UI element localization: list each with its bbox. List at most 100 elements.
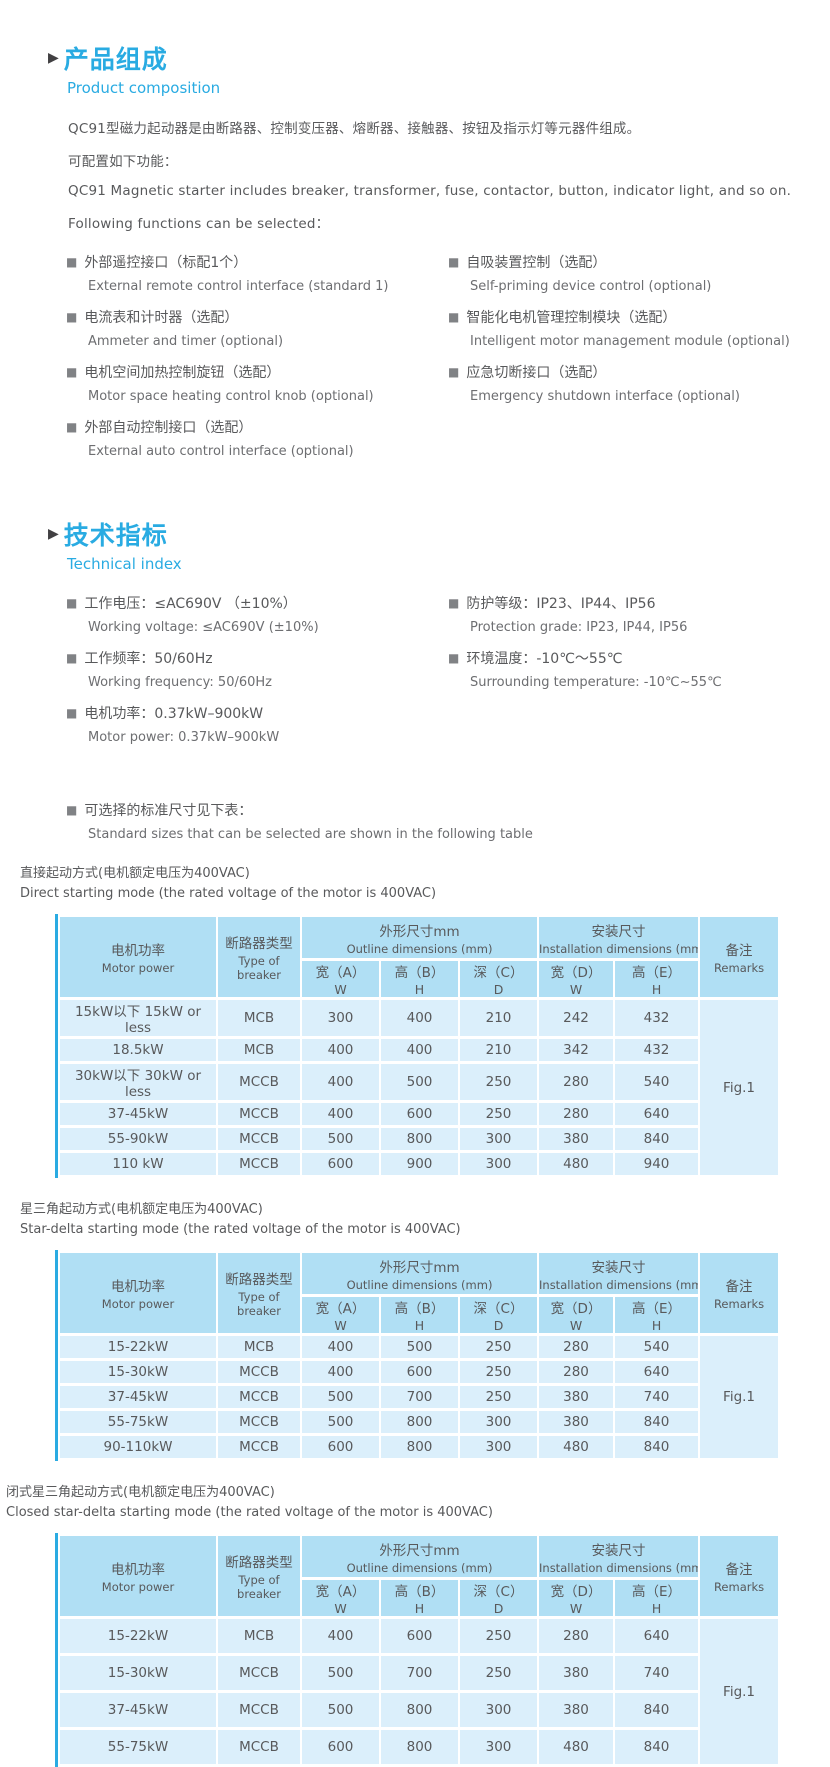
closed-star-delta-table: 电机功率 Motor power 断路器类型 Type of breaker 外形尺… bbox=[58, 1533, 781, 1767]
item-text-en: External remote control interface (stand… bbox=[88, 279, 389, 294]
item-line-zh: ■ 环境温度：-10℃～55℃ bbox=[448, 648, 830, 668]
intro-line-zh: QC91型磁力起动器是由断路器、控制变压器、熔断器、接触器、按钮及指示灯等元器件… bbox=[68, 121, 641, 137]
item-line-zh: ■ 工作频率：50/60Hz bbox=[66, 648, 448, 668]
product-composition-header: ▶ 产品组成 Product composition bbox=[48, 40, 830, 97]
table-cell: 30kW以下 30kW or less bbox=[58, 1061, 218, 1103]
table-cell: 800 bbox=[379, 1408, 460, 1436]
table-row: 90-110kW MCCB 600 800 300 480 840 bbox=[58, 1433, 779, 1461]
col-subheader-width-d: 宽（D） W bbox=[537, 1294, 616, 1336]
item-text-en: Emergency shutdown interface (optional) bbox=[470, 389, 740, 404]
table-cell: 15-22kW bbox=[58, 1616, 218, 1656]
table-cell: 15-30kW bbox=[58, 1358, 218, 1386]
table-cell: 380 bbox=[537, 1408, 616, 1436]
bullet-square-icon: ■ bbox=[66, 420, 78, 434]
table-cell: 840 bbox=[613, 1727, 701, 1767]
col-subheader-width-a: 宽（A） W bbox=[300, 1577, 381, 1619]
table-cell: 18.5kW bbox=[58, 1036, 218, 1064]
star-delta-table: 电机功率 Motor power 断路器类型 Type of breaker 外形尺… bbox=[58, 1250, 781, 1461]
feature-item: ■ 外部遥控接口（标配1个） External remote control int… bbox=[66, 252, 448, 294]
table-cell: 400 bbox=[300, 1616, 381, 1656]
table-cell: 280 bbox=[537, 1616, 616, 1656]
direct-starting-table-wrap: 电机功率 Motor power 断路器类型 Type of breaker 外形尺… bbox=[55, 914, 781, 1178]
item-text-zh: 工作电压：≤AC690V （±10%） bbox=[84, 596, 297, 612]
table-caption-zh: 星三角起动方式(电机额定电压为400VAC) bbox=[20, 1202, 263, 1217]
table-cell: 740 bbox=[613, 1383, 701, 1411]
table-cell: 210 bbox=[457, 997, 540, 1039]
table-row: 55-75kW MCCB 600 800 300 480 840 bbox=[58, 1727, 779, 1767]
spec-column-left: ■ 工作电压：≤AC690V （±10%） Working voltage: ≤AC… bbox=[66, 593, 448, 758]
item-text-en: Working voltage: ≤AC690V (±10%) bbox=[88, 620, 319, 635]
table-cell: 640 bbox=[613, 1358, 701, 1386]
table-cell: MCCB bbox=[216, 1061, 302, 1103]
table-cell: 380 bbox=[537, 1125, 616, 1153]
table-cell: MCCB bbox=[216, 1690, 302, 1730]
section-arrow-icon: ▶ bbox=[48, 526, 59, 542]
feature-item: ■ 自吸装置控制（选配） Self-priming device control (… bbox=[448, 252, 830, 294]
col-subheader-width-d: 宽（D） W bbox=[537, 958, 616, 1000]
col-header-install: 安装尺寸 Installation dimensions (mm) bbox=[537, 914, 701, 961]
feature-columns: ■ 外部遥控接口（标配1个） External remote control int… bbox=[66, 252, 830, 472]
table-remark-cell: Fig.1 bbox=[698, 1616, 781, 1767]
spec-column-right: ■ 防护等级：IP23、IP44、IP56 Protection grade: IP… bbox=[448, 593, 830, 758]
table-cell: 940 bbox=[613, 1150, 701, 1178]
col-subheader-depth-c: 深（C） D bbox=[457, 1577, 540, 1619]
col-header-install: 安装尺寸 Installation dimensions (mm) bbox=[537, 1250, 701, 1297]
col-subheader-width-a: 宽（A） W bbox=[300, 1294, 381, 1336]
table-cell: 432 bbox=[613, 997, 701, 1039]
section-title-en: Technical index bbox=[67, 555, 182, 573]
col-subheader-height-e: 高（E） H bbox=[613, 958, 701, 1000]
table-caption-en: Direct starting mode (the rated voltage … bbox=[20, 885, 437, 901]
table-cell: 380 bbox=[537, 1690, 616, 1730]
table-remark-cell: Fig.1 bbox=[698, 997, 781, 1178]
col-header-breaker: 断路器类型 Type of breaker bbox=[216, 914, 302, 1000]
table-remark-cell: Fig.1 bbox=[698, 1333, 781, 1461]
item-text-en: Protection grade: IP23, IP44, IP56 bbox=[470, 620, 688, 635]
col-header-breaker: 断路器类型 Type of breaker bbox=[216, 1250, 302, 1336]
table-cell: 500 bbox=[300, 1653, 381, 1693]
table-cell: 342 bbox=[537, 1036, 616, 1064]
table-cell: 800 bbox=[379, 1727, 460, 1767]
item-text-en: External auto control interface (optiona… bbox=[88, 444, 354, 459]
table-cell: 432 bbox=[613, 1036, 701, 1064]
col-header-outline: 外形尺寸mm Outline dimensions (mm) bbox=[299, 1250, 540, 1297]
table-cell: 540 bbox=[613, 1333, 701, 1361]
feature-item: ■ 应急切断接口（选配） Emergency shutdown interface … bbox=[448, 362, 830, 404]
item-text-en: Intelligent motor management module (opt… bbox=[470, 334, 790, 349]
direct-starting-table: 电机功率 Motor power 断路器类型 Type of breaker 外形尺… bbox=[58, 914, 781, 1178]
col-header-breaker: 断路器类型 Type of breaker bbox=[216, 1533, 302, 1619]
col-header-motor-power: 电机功率 Motor power bbox=[58, 1533, 218, 1619]
intro-line-zh2: 可配置如下功能： bbox=[68, 154, 178, 170]
table-cell: 700 bbox=[379, 1653, 460, 1693]
intro-line-en2: Following functions can be selected： bbox=[68, 216, 330, 232]
table-row: 37-45kW MCCB 500 800 300 380 840 bbox=[58, 1690, 779, 1730]
section-title-zh: 技术指标 bbox=[63, 521, 168, 550]
table-cell: 37-45kW bbox=[58, 1383, 218, 1411]
table-cell: 250 bbox=[457, 1061, 540, 1103]
table-caption-en: Star-delta starting mode (the rated volt… bbox=[20, 1221, 461, 1237]
table-cell: 90-110kW bbox=[58, 1433, 218, 1461]
table-cell: 800 bbox=[379, 1125, 460, 1153]
table-cell: 400 bbox=[300, 1061, 381, 1103]
spec-item: ■ 防护等级：IP23、IP44、IP56 Protection grade: IP… bbox=[448, 593, 830, 635]
table-cell: 250 bbox=[457, 1653, 540, 1693]
table-cell: 740 bbox=[613, 1653, 701, 1693]
table-cell: 280 bbox=[537, 1333, 616, 1361]
table-cell: 280 bbox=[537, 1100, 616, 1128]
table-cell: MCB bbox=[216, 1036, 302, 1064]
table-cell: 250 bbox=[457, 1100, 540, 1128]
table-head: 电机功率 Motor power 断路器类型 Type of breaker 外形尺… bbox=[58, 914, 781, 1000]
table-cell: 500 bbox=[379, 1333, 460, 1361]
bullet-square-icon: ■ bbox=[448, 596, 460, 610]
item-text-zh: 电机空间加热控制旋钮（选配） bbox=[84, 365, 281, 381]
section-title-zh: 产品组成 bbox=[63, 45, 168, 74]
section-arrow-icon: ▶ bbox=[48, 50, 59, 66]
sizes-note-zh: ■ 可选择的标准尺寸见下表： bbox=[66, 800, 830, 820]
item-text-zh: 工作频率：50/60Hz bbox=[84, 651, 213, 667]
table-cell: 840 bbox=[613, 1690, 701, 1730]
sizes-note-text-zh: 可选择的标准尺寸见下表： bbox=[84, 803, 253, 819]
table-cell: 37-45kW bbox=[58, 1100, 218, 1128]
item-text-en: Surrounding temperature: -10℃~55℃ bbox=[470, 675, 722, 690]
sizes-note-text-en: Standard sizes that can be selected are … bbox=[88, 827, 533, 842]
section-title-row: ▶ 技术指标 bbox=[48, 516, 830, 552]
table-cell: 250 bbox=[457, 1358, 540, 1386]
